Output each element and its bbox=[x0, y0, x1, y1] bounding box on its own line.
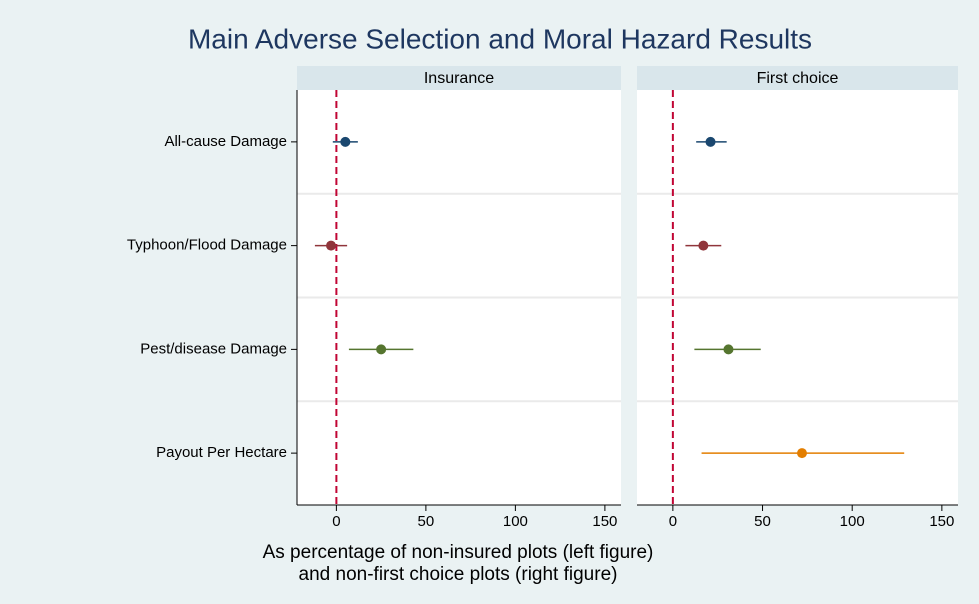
panel-header bbox=[297, 66, 621, 90]
point bbox=[723, 344, 734, 355]
x-axis-label: and non-first choice plots (right figure… bbox=[299, 564, 618, 585]
x-tick-label: 100 bbox=[503, 513, 528, 530]
x-tick-label: 100 bbox=[840, 513, 865, 530]
point bbox=[326, 240, 337, 251]
x-axis-label: As percentage of non-insured plots (left… bbox=[263, 542, 654, 563]
point bbox=[376, 344, 387, 355]
panel-header bbox=[637, 66, 958, 90]
point bbox=[698, 240, 709, 251]
chart-title: Main Adverse Selection and Moral Hazard … bbox=[188, 23, 812, 54]
x-tick-label: 50 bbox=[418, 513, 435, 530]
point bbox=[796, 448, 807, 459]
point bbox=[340, 136, 351, 147]
y-tick-label: Pest/disease Damage bbox=[140, 340, 287, 357]
y-tick-label: All-cause Damage bbox=[164, 133, 287, 150]
x-tick-label: 0 bbox=[332, 513, 340, 530]
x-tick-label: 50 bbox=[754, 513, 771, 530]
x-tick-label: 0 bbox=[669, 513, 677, 530]
panel-title: Insurance bbox=[424, 70, 494, 87]
x-tick-label: 150 bbox=[929, 513, 954, 530]
panel-title: First choice bbox=[757, 70, 839, 87]
y-tick-label: Typhoon/Flood Damage bbox=[127, 237, 287, 254]
point bbox=[705, 136, 716, 147]
y-tick-label: Payout Per Hectare bbox=[156, 444, 287, 461]
x-tick-label: 150 bbox=[592, 513, 617, 530]
